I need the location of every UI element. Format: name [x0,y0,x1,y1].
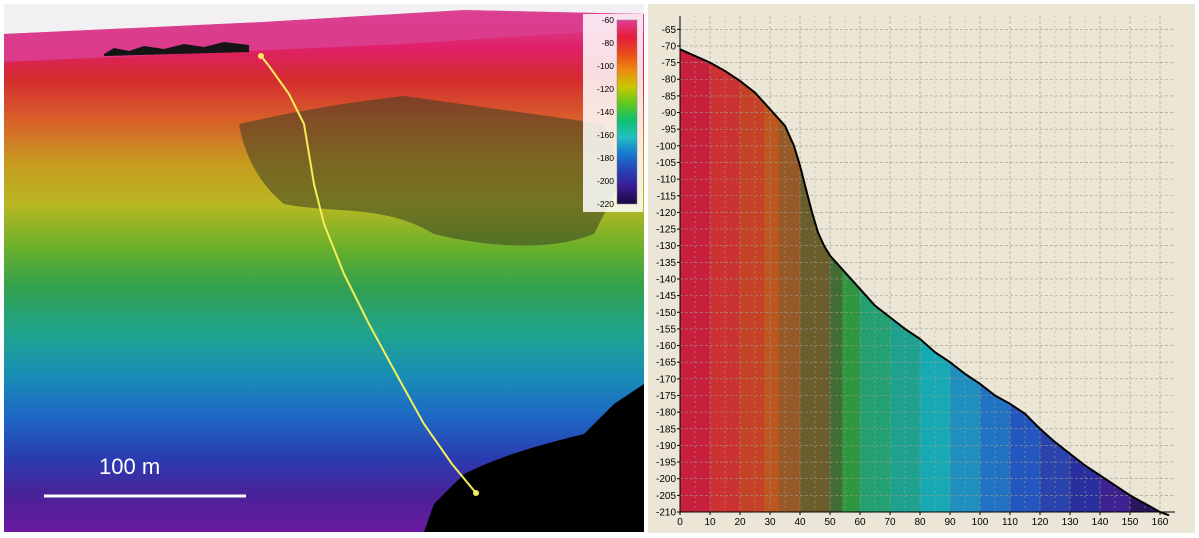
y-tick-label: -115 [657,191,677,202]
y-tick-label: -175 [656,391,676,402]
y-tick-label: -110 [657,175,677,186]
y-tick-label: -120 [656,208,676,219]
profile-series [679,48,1170,517]
colorbar-tick-label: -80 [602,38,615,48]
y-tick-label: -85 [662,91,677,102]
depth-band [710,16,740,512]
y-tick-label: -95 [662,125,677,136]
profile-start-point [258,53,264,59]
x-tick-label: 10 [704,517,716,528]
colorbar-tick-label: -120 [597,84,614,94]
depth-colorbar: -60 -80 -100 -120 -140 -160 -180 -200 -220 [583,14,643,212]
colorbar-tick-label: -60 [602,15,615,25]
x-tick-label: 30 [764,517,776,528]
no-data-region [424,384,644,532]
y-tick-label: -200 [656,474,676,485]
colorbar-tick-label: -200 [597,176,614,186]
profile-chart-svg: 0 10 20 30 40 50 60 70 80 90 100 110 120 130 140 150 160… [648,4,1195,533]
y-tick-label: -190 [656,441,676,452]
depth-band [680,16,710,512]
profile-line [679,48,1170,517]
y-tick-label: -70 [662,41,677,52]
surface-fill [4,4,644,532]
y-tick-label: -80 [662,75,677,86]
y-tick-label: -150 [656,308,676,319]
x-tick-label: 80 [914,517,926,528]
colorbar-tick-label: -140 [597,107,614,117]
depth-profile-chart: 0 10 20 30 40 50 60 70 80 90 100 110 120 130 140 150 160… [648,4,1195,533]
scale-bar-label: 100 m [99,454,160,479]
x-tick-label: 150 [1122,517,1139,528]
x-tick-labels: 0 10 20 30 40 50 60 70 80 90 100 110 120 130 140 150 160 [677,512,1169,528]
y-tick-label: -125 [656,225,676,236]
profile-end-point [473,490,479,496]
y-tick-label: -205 [656,491,676,502]
x-tick-label: 50 [824,517,836,528]
chart-grid [679,16,1175,513]
chart-axes [679,16,1175,513]
top-ridge [104,42,249,56]
y-tick-label: -105 [656,158,676,169]
y-tick-labels: -65 -70 -75 -80 -85 -90 -95 -100 -105 -110 -115 -12… [656,25,680,519]
bathymetry-3d-view: 100 m -60 -80 -100 -120 -140 -160 -180 -200 -220 [4,4,644,532]
colorbar-tick-label: -180 [597,153,614,163]
profile-line [260,55,477,494]
bathymetry-surface: 100 m -60 -80 -100 -120 -140 -160 -180 -200 -220 [4,4,644,532]
above-profile-mask [680,16,1175,516]
x-tick-label: 100 [972,517,989,528]
sky-region [4,4,644,34]
x-tick-label: 90 [944,517,956,528]
depth-band [764,16,779,512]
y-tick-label: -155 [656,324,676,335]
y-tick-label: -100 [656,141,676,152]
escarpment-shadow [239,96,624,246]
x-tick-label: 160 [1152,517,1169,528]
y-tick-label: -195 [656,458,676,469]
y-tick-label: -140 [656,274,676,285]
y-tick-label: -90 [662,108,677,119]
x-tick-label: 0 [677,517,683,528]
x-tick-label: 110 [1002,517,1018,528]
x-tick-label: 60 [854,517,866,528]
y-tick-label: -65 [662,25,677,36]
x-tick-label: 140 [1092,517,1109,528]
sky-mask [680,16,1175,516]
y-tick-label: -75 [662,58,677,69]
x-tick-label: 120 [1032,517,1049,528]
y-tick-label: -160 [656,341,676,352]
colorbar-ramp [616,19,638,205]
colorbar-tick-label: -100 [597,61,614,71]
y-tick-label: -170 [656,374,676,385]
y-tick-label: -130 [656,241,676,252]
y-tick-label: -135 [656,258,676,269]
x-tick-label: 130 [1062,517,1079,528]
y-tick-label: -180 [656,408,676,419]
colorbar-tick-label: -220 [597,199,614,209]
x-tick-label: 70 [884,517,896,528]
x-tick-label: 20 [734,517,746,528]
y-tick-label: -145 [656,291,676,302]
y-tick-label: -185 [656,424,676,435]
colorbar-tick-label: -160 [597,130,614,140]
x-tick-label: 40 [794,517,806,528]
y-tick-label: -165 [656,358,676,369]
y-tick-label: -210 [656,508,676,519]
